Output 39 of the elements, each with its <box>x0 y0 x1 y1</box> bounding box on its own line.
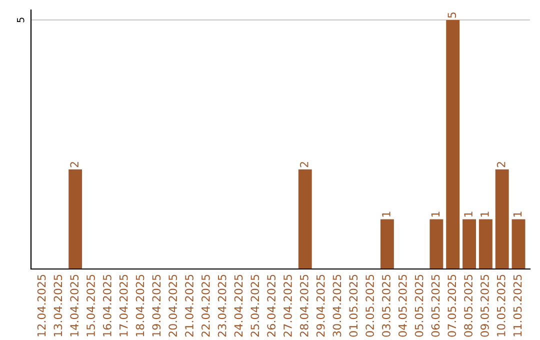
x-tick-label: 14.04.2025 <box>70 274 79 336</box>
x-tick-label: 30.04.2025 <box>332 274 342 337</box>
x-tick-label: 29.04.2025 <box>316 274 325 337</box>
data-label: 1 <box>431 212 440 217</box>
x-tick-label: 26.04.2025 <box>267 274 276 337</box>
data-label: 5 <box>448 12 456 18</box>
x-tick-label: 28.04.2025 <box>300 274 308 337</box>
data-label: 2 <box>70 162 78 168</box>
x-tick-label: 15.04.2025 <box>86 274 95 336</box>
data-label: 1 <box>464 212 472 217</box>
x-tick-label: 11.05.2025 <box>513 274 522 336</box>
x-tick-label: 13.04.2025 <box>54 274 62 336</box>
data-label: 2 <box>496 162 506 168</box>
x-tick-label: 06.05.2025 <box>431 274 440 337</box>
x-tick-label: 22.04.2025 <box>201 274 210 337</box>
x-tick-label: 18.04.2025 <box>136 274 144 336</box>
data-label: 1 <box>513 212 522 217</box>
x-tick-label: 12.04.2025 <box>37 274 46 336</box>
x-tick-label: 03.05.2025 <box>382 274 390 337</box>
x-tick-label: 17.04.2025 <box>119 274 128 336</box>
x-tick-label: 21.04.2025 <box>185 274 194 337</box>
data-label: 1 <box>480 212 489 217</box>
x-tick-label: 07.05.2025 <box>448 274 456 337</box>
data-label: 2 <box>300 162 308 168</box>
x-tick-label: 05.05.2025 <box>414 274 424 337</box>
x-tick-label: 25.04.2025 <box>250 274 260 337</box>
x-tick-label: 10.05.2025 <box>496 274 506 336</box>
x-tick-label: 20.04.2025 <box>168 274 178 337</box>
x-tick-label: 23.04.2025 <box>218 274 226 337</box>
x-tick-label: 09.05.2025 <box>480 274 489 337</box>
x-tick-label: 02.05.2025 <box>366 274 374 337</box>
x-tick-label: 04.05.2025 <box>398 274 407 337</box>
x-tick-label: 01.05.2025 <box>349 274 358 337</box>
x-tick-label: 24.04.2025 <box>234 274 243 337</box>
x-tick-label: 16.04.2025 <box>102 274 112 336</box>
x-tick-label: 08.05.2025 <box>464 274 472 337</box>
data-label: 1 <box>382 212 390 217</box>
x-tick-label: 27.04.2025 <box>284 274 292 337</box>
x-tick-label: 19.04.2025 <box>152 274 161 336</box>
